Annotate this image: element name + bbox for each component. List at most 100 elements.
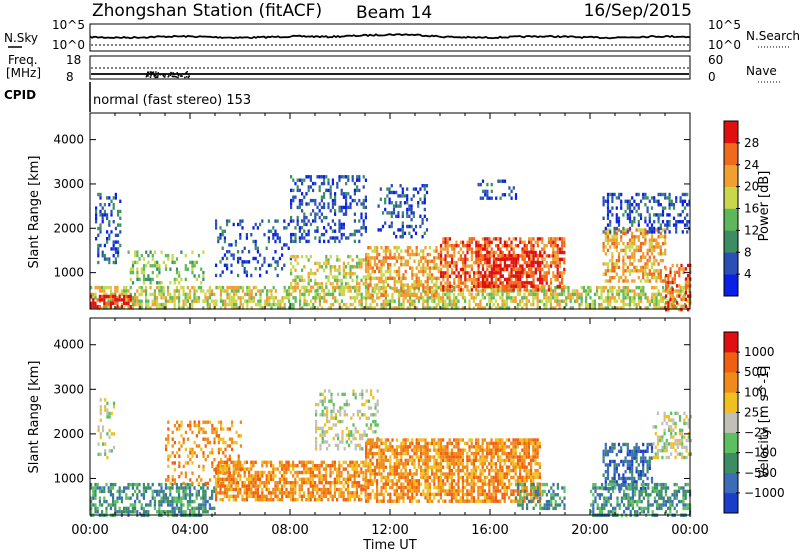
echo-cell (355, 487, 358, 492)
echo-cell (657, 199, 660, 203)
echo-cell (514, 299, 517, 303)
echo-cell (664, 248, 667, 253)
echo-cell (182, 496, 185, 500)
echo-cell (197, 489, 200, 494)
echo-cell (241, 481, 244, 485)
echo-cell (112, 292, 115, 297)
echo-cell (451, 261, 454, 265)
echo-cell (109, 305, 112, 309)
echo-cell (173, 478, 176, 482)
echo-cell (657, 299, 660, 303)
echo-cell (108, 449, 111, 453)
echo-cell (349, 494, 352, 498)
echo-cell (252, 299, 255, 303)
echo-cell (332, 423, 335, 427)
echo-cell (200, 496, 203, 500)
echo-cell (145, 510, 148, 514)
echo-cell (178, 292, 181, 297)
echo-cell (342, 467, 345, 471)
freq-dip-point (188, 75, 190, 77)
echo-cell (292, 178, 295, 182)
echo-cell (468, 278, 471, 282)
echo-cell (613, 230, 616, 234)
echo-cell (646, 279, 649, 283)
echo-cell (642, 196, 645, 200)
echo-cell (290, 205, 293, 210)
echo-cell (622, 279, 625, 283)
echo-cell (682, 294, 685, 298)
echo-cell (215, 302, 218, 307)
echo-cell (490, 299, 493, 303)
echo-cell (330, 426, 333, 431)
echo-cell (274, 494, 277, 498)
echo-cell (339, 440, 342, 444)
echo-cell (285, 460, 288, 464)
echo-cell (606, 269, 610, 273)
echo-cell (598, 296, 601, 300)
echo-cell (602, 216, 605, 220)
echo-cell (151, 489, 154, 494)
echo-cell (563, 306, 566, 310)
echo-cell (653, 196, 656, 200)
echo-cell (410, 211, 413, 215)
echo-cell (228, 250, 231, 254)
echo-cell (367, 296, 370, 300)
echo-cell (178, 296, 181, 300)
echo-cell (204, 489, 207, 494)
echo-cell (296, 185, 299, 189)
echo-cell (536, 299, 539, 303)
echo-cell (680, 304, 683, 308)
echo-cell (486, 274, 489, 278)
echo-cell (334, 288, 337, 293)
echo-cell (101, 206, 104, 210)
echo-cell (650, 235, 654, 239)
echo-cell (105, 301, 108, 305)
echo-cell (382, 259, 385, 263)
echo-cell (545, 271, 548, 275)
echo-cell (479, 299, 482, 303)
echo-cell (481, 196, 485, 200)
echo-cell (671, 263, 674, 268)
echo-cell (505, 302, 508, 307)
echo-cell (437, 276, 440, 280)
echo-cell (204, 437, 207, 441)
echo-cell (675, 199, 678, 203)
echo-cell (484, 189, 487, 194)
echo-cell (334, 236, 337, 240)
echo-cell (541, 289, 544, 293)
echo-cell (457, 281, 460, 285)
echo-cell (563, 237, 566, 241)
echo-cell (364, 178, 367, 182)
echo-cell (142, 257, 146, 261)
echo-cell (378, 266, 381, 270)
echo-cell (402, 283, 405, 287)
echo-cell (512, 261, 515, 265)
echo-cell (406, 283, 409, 287)
echo-cell (307, 275, 310, 279)
echo-cell (345, 212, 348, 216)
echo-cell (369, 266, 372, 270)
echo-cell (351, 278, 354, 283)
echo-cell (486, 257, 489, 261)
echo-cell (615, 226, 618, 231)
echo-cell (197, 274, 201, 278)
echo-cell (665, 274, 668, 278)
echo-cell (384, 201, 387, 205)
echo-cell (402, 256, 405, 260)
echo-cell (479, 196, 482, 200)
echo-cell (95, 216, 98, 220)
echo-cell (561, 278, 564, 282)
echo-cell (265, 477, 268, 481)
echo-cell (237, 289, 240, 293)
echo-cell (635, 265, 638, 270)
echo-cell (631, 255, 634, 259)
echo-cell (606, 262, 610, 266)
echo-cell (314, 299, 317, 303)
echo-cell (343, 447, 346, 451)
echo-cell (211, 289, 214, 293)
echo-cell (90, 510, 93, 514)
echo-cell (175, 503, 178, 507)
echo-cell (631, 196, 634, 200)
echo-cell (237, 285, 240, 290)
echo-cell (628, 272, 632, 276)
